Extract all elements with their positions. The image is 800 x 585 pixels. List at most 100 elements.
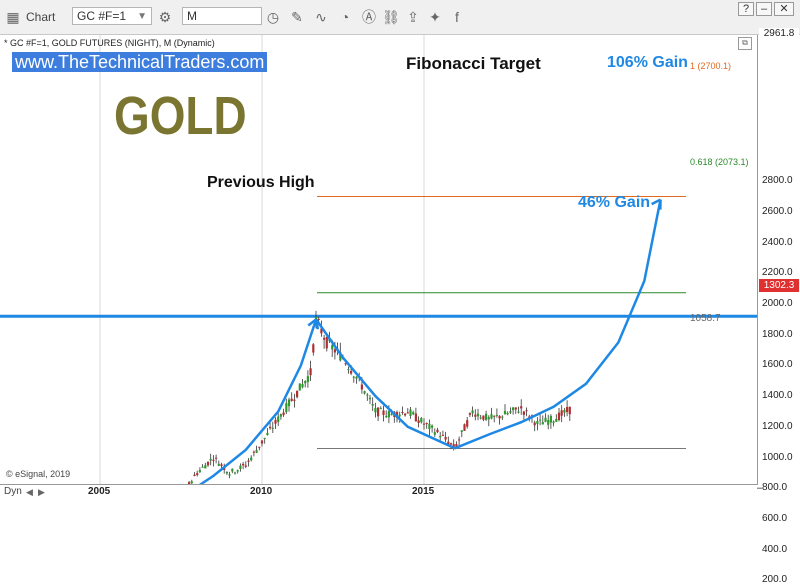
candle-up: [339, 351, 342, 361]
candle-down: [533, 422, 536, 426]
candle-down: [404, 413, 407, 416]
y-tick-label: 1800.0: [762, 328, 793, 340]
share-icon[interactable]: ⇪: [407, 8, 419, 25]
candle-up: [331, 345, 334, 350]
candle-up: [471, 410, 474, 414]
candle-up: [433, 432, 436, 435]
candle-up: [233, 472, 237, 474]
x-tick-label: 2005: [88, 486, 111, 497]
scroll-left-icon[interactable]: ◀: [26, 487, 33, 497]
candle-up: [285, 403, 288, 413]
fib-0618-label: 0.618 (2073.1): [690, 157, 749, 167]
link-icon[interactable]: ⛓: [382, 8, 400, 25]
candle-down: [493, 415, 496, 417]
close-icon[interactable]: ✕: [774, 2, 794, 16]
alert-icon[interactable]: Ⓐ: [362, 9, 376, 25]
candle-down: [522, 411, 525, 415]
candle-up: [428, 423, 431, 430]
candle-up: [549, 415, 552, 423]
candle-down: [458, 439, 461, 441]
candle-up: [536, 421, 539, 424]
candle-up: [541, 422, 544, 425]
candle-up: [266, 432, 269, 436]
candle-up: [201, 466, 204, 468]
candle-down: [242, 463, 245, 466]
wave-icon[interactable]: ∿: [315, 8, 327, 25]
candle-up: [517, 411, 520, 413]
facebook-icon[interactable]: f: [455, 9, 459, 25]
candle-up: [409, 409, 412, 416]
chevron-down-icon[interactable]: ▼: [137, 10, 147, 22]
candle-down: [344, 363, 347, 365]
candle-down: [444, 436, 447, 440]
candle-down: [220, 464, 223, 467]
candle-down: [360, 384, 363, 390]
interval-value: M: [187, 9, 197, 23]
symbol-value: GC #F=1: [77, 9, 127, 23]
candle-up: [439, 436, 442, 438]
candle-down: [560, 410, 563, 416]
candle-up: [379, 408, 382, 410]
top-price-label: 2961.8: [759, 28, 799, 40]
candle-up: [495, 414, 498, 416]
candle-up: [509, 411, 512, 413]
app-label: Chart: [26, 10, 56, 24]
projection-line: [454, 199, 662, 450]
pencil-icon[interactable]: ✎: [291, 8, 303, 25]
candle-up: [506, 413, 509, 415]
candle-up: [374, 408, 377, 413]
x-tick-label: 2015: [412, 486, 435, 497]
candle-up: [420, 418, 423, 423]
dynamic-label[interactable]: Dyn: [4, 486, 22, 497]
candle-up: [503, 410, 507, 415]
minimize-icon[interactable]: –: [756, 2, 772, 16]
restore-icon[interactable]: ⧉: [738, 37, 752, 50]
y-tick-label: 2800.0: [762, 175, 793, 187]
candle-down: [455, 444, 458, 447]
candle-up: [347, 369, 350, 371]
candle-down: [520, 406, 523, 409]
candle-up: [563, 409, 566, 413]
y-tick-label: 600.0: [762, 512, 788, 524]
candle-up: [366, 394, 369, 396]
y-tick-label: 1600.0: [762, 359, 793, 371]
candle-up: [190, 481, 193, 484]
candle-up: [368, 397, 372, 400]
candle-down: [401, 411, 404, 413]
help-button[interactable]: ?: [738, 2, 754, 16]
candle-down: [196, 473, 199, 475]
fib-1-label: 1 (2700.1): [690, 61, 732, 71]
candle-up: [431, 425, 434, 428]
candle-down: [247, 460, 250, 462]
symbol-input[interactable]: GC #F=1 ▼: [72, 7, 152, 25]
candle-down: [498, 415, 501, 419]
candle-down: [309, 368, 312, 376]
candle-up: [385, 416, 388, 418]
clock-icon[interactable]: ◷: [266, 8, 280, 25]
candle-down: [258, 446, 261, 448]
time-axis: [0, 484, 757, 501]
settings-icon[interactable]: ⚙: [158, 8, 172, 25]
website-label[interactable]: www.TheTechnicalTraders.com: [12, 52, 268, 72]
chart-icon: ▦: [6, 8, 20, 25]
chart-toolbar: ▦ Chart GC #F=1 ▼ ⚙ M ◷ ✎ ∿ ◔ Ⓐ ⛓ ⇪ ✦ f …: [0, 0, 800, 35]
candle-down: [274, 419, 277, 424]
candle-down: [436, 429, 439, 433]
gauge-icon[interactable]: ◔: [340, 9, 350, 25]
candle-up: [552, 421, 555, 423]
candle-up: [236, 470, 239, 472]
candle-down: [463, 424, 466, 431]
candle-up: [198, 470, 201, 472]
candle-down: [449, 443, 453, 445]
scroll-right-icon[interactable]: ▶: [38, 487, 45, 497]
candle-up: [398, 414, 401, 417]
twitter-icon[interactable]: ✦: [429, 8, 441, 25]
candle-up: [479, 417, 482, 419]
candle-up: [250, 457, 253, 461]
candle-up: [209, 458, 212, 461]
y-tick-label: 1000.0: [762, 451, 793, 463]
interval-input[interactable]: M: [182, 7, 262, 25]
candle-up: [485, 413, 488, 420]
copyright-label: © eSignal, 2019: [6, 469, 71, 479]
candle-up: [412, 412, 415, 415]
